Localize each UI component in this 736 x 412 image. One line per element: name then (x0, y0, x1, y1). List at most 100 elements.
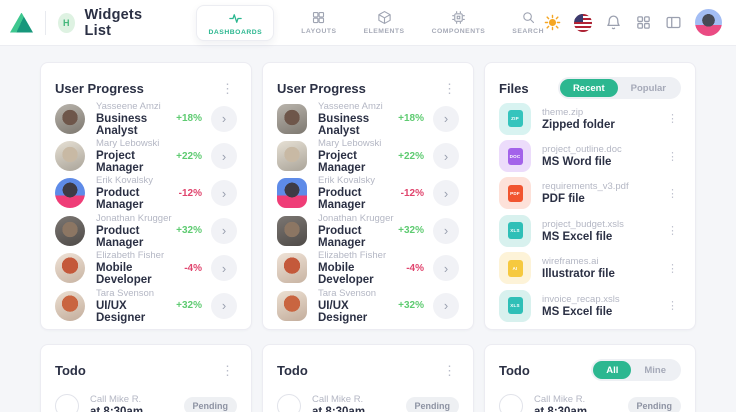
chevron-right-button[interactable]: › (211, 143, 237, 170)
apps-grid-icon[interactable] (635, 14, 652, 31)
progress-change: +22% (398, 150, 424, 162)
avatar (55, 103, 85, 134)
user-name: Yasseene Amzi (318, 100, 383, 112)
file-type: Illustrator file (542, 268, 615, 281)
todo-task: Call Mike R. (90, 394, 142, 405)
todo-filter-toggle: All Mine (591, 359, 681, 381)
chevron-right-button[interactable]: › (433, 292, 459, 319)
card-title: Todo (55, 362, 86, 378)
user-row: Elizabeth Fisher Mobile Developer -4% › (55, 250, 237, 287)
sidebar-toggle-icon[interactable] (665, 14, 682, 31)
kebab-menu-icon[interactable]: ⋮ (221, 362, 234, 378)
user-name: Erik Kovalsky (96, 175, 154, 187)
filter-all-button[interactable]: All (593, 361, 632, 379)
chevron-right-button[interactable]: › (211, 105, 237, 132)
language-flag-icon[interactable] (574, 13, 592, 32)
nav-label: ELEMENTS (363, 28, 405, 35)
file-type: MS Word file (542, 156, 612, 169)
kebab-menu-icon[interactable]: ⋮ (667, 187, 678, 200)
kebab-menu-icon[interactable]: ⋮ (667, 262, 678, 275)
filter-recent-button[interactable]: Recent (559, 79, 618, 97)
avatar (55, 253, 85, 284)
progress-change: +18% (176, 113, 202, 125)
nav-item-dashboards[interactable]: DASHBOARDS (196, 4, 275, 41)
nav-item-layouts[interactable]: LAYOUTS (301, 10, 336, 35)
nav-label: COMPONENTS (431, 28, 486, 35)
user-avatar[interactable] (695, 9, 722, 36)
progress-change: -4% (406, 262, 424, 274)
kebab-menu-icon[interactable]: ⋮ (667, 225, 678, 238)
file-row: PDF requirements_v3.pdf PDF file ⋮ (499, 175, 681, 212)
avatar (277, 215, 307, 246)
app-initial-badge: H (57, 12, 75, 33)
user-name: Yasseene Amzi (96, 100, 161, 112)
chevron-right-button[interactable]: › (433, 180, 459, 207)
theme-sun-icon[interactable] (544, 14, 561, 31)
activity-pulse-icon (229, 13, 242, 23)
chevron-right-button[interactable]: › (433, 217, 459, 244)
file-name: project_budget.xsls (542, 218, 624, 230)
notifications-bell-icon[interactable] (605, 14, 622, 31)
file-type: Zipped folder (542, 118, 615, 131)
user-role: UI/UX Designer (318, 299, 368, 324)
nav-item-elements[interactable]: ELEMENTS (364, 10, 405, 35)
progress-change: -12% (178, 187, 202, 199)
avatar (55, 215, 85, 246)
user-row: Jonathan Krugger Product Manager +32% › (277, 212, 459, 249)
user-row: Elizabeth Fisher Mobile Developer -4% › (277, 250, 459, 287)
file-row: AI wireframes.ai Illustrator file ⋮ (499, 250, 681, 287)
chevron-right-button[interactable]: › (211, 292, 237, 319)
chevron-right-button[interactable]: › (211, 255, 237, 282)
todo-checkbox[interactable] (55, 394, 79, 412)
chevron-right-button[interactable]: › (433, 143, 459, 170)
user-role: Mobile Developer (96, 262, 152, 287)
user-progress-card-1: User Progress ⋮ Yasseene Amzi Business An… (40, 62, 252, 330)
progress-change: +22% (176, 150, 202, 162)
avatar (55, 141, 85, 172)
chevron-right-button[interactable]: › (211, 180, 237, 207)
chevron-right-button[interactable]: › (211, 217, 237, 244)
card-title: User Progress (277, 80, 366, 96)
filter-popular-button[interactable]: Popular (618, 79, 679, 97)
user-name: Mary Lebowski (318, 138, 382, 150)
user-role: Product Manager (318, 224, 366, 249)
kebab-menu-icon[interactable]: ⋮ (221, 80, 234, 96)
file-ext-label: PDF (507, 184, 523, 202)
card-title: Todo (277, 362, 308, 378)
nav-item-search[interactable]: SEARCH (512, 10, 544, 35)
chevron-right-button[interactable]: › (433, 255, 459, 282)
xls-file-icon: XLS (499, 214, 531, 247)
status-badge: Pending (627, 397, 681, 412)
kebab-menu-icon[interactable]: ⋮ (667, 150, 678, 163)
user-progress-card-2: User Progress ⋮ Yasseene Amzi Business An… (262, 62, 474, 330)
avatar (277, 290, 307, 321)
user-row: Mary Lebowski Project Manager +22% › (277, 137, 459, 174)
doc-file-icon: DOC (499, 140, 531, 173)
brand-logo-icon[interactable] (10, 12, 33, 33)
kebab-menu-icon[interactable]: ⋮ (667, 300, 678, 313)
file-name: requirements_v3.pdf (542, 181, 629, 193)
todo-checkbox[interactable] (277, 394, 301, 412)
zip-file-icon: ZIP (499, 102, 531, 135)
file-name: wireframes.ai (542, 256, 599, 268)
user-role: Product Manager (318, 187, 366, 212)
progress-change: +18% (398, 113, 424, 125)
todo-checkbox[interactable] (499, 394, 523, 412)
nav-item-components[interactable]: COMPONENTS (432, 10, 486, 35)
user-row: Jonathan Krugger Product Manager +32% › (55, 212, 237, 249)
card-title: Files (499, 80, 529, 96)
ai-file-icon: AI (499, 252, 531, 285)
user-name: Erik Kovalsky (318, 175, 376, 187)
progress-change: -4% (184, 262, 202, 274)
kebab-menu-icon[interactable]: ⋮ (667, 113, 678, 126)
kebab-menu-icon[interactable]: ⋮ (443, 362, 456, 378)
chevron-right-button[interactable]: › (433, 105, 459, 132)
kebab-menu-icon[interactable]: ⋮ (443, 80, 456, 96)
user-row: Tara Svenson UI/UX Designer +32% › (277, 287, 459, 324)
todo-time: at 8:30am (312, 406, 366, 412)
filter-mine-button[interactable]: Mine (631, 361, 679, 379)
cube-icon (377, 11, 391, 24)
divider (45, 10, 46, 35)
user-name: Tara Svenson (318, 287, 377, 299)
user-role: Product Manager (96, 224, 144, 249)
